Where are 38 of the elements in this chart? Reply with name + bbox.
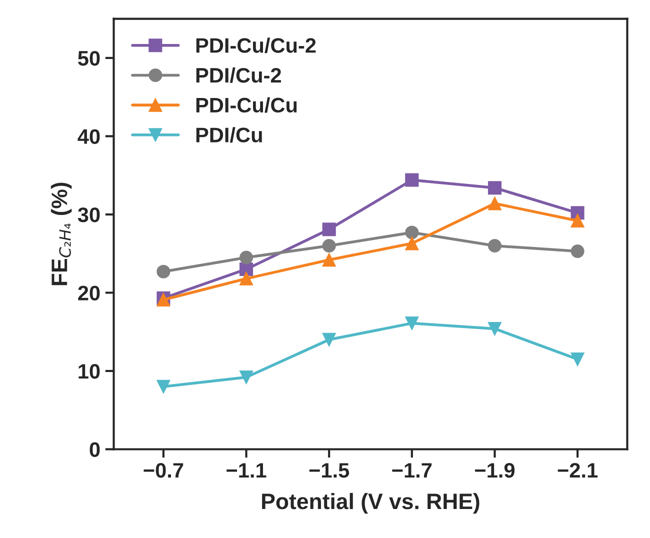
legend-label: PDI-Cu/Cu-2 (196, 38, 316, 54)
point (405, 316, 419, 330)
point (405, 226, 419, 240)
y-tick-label: 10 (78, 364, 100, 379)
x-tick-label: −2.1 (558, 462, 598, 478)
point (156, 380, 170, 394)
y-tick-label: 20 (78, 286, 100, 300)
point (239, 250, 254, 264)
point (405, 236, 419, 250)
point (488, 196, 502, 210)
point (570, 352, 584, 366)
point (488, 181, 502, 195)
point (488, 322, 502, 336)
point (322, 253, 336, 267)
x-tick-label: −1.7 (392, 463, 432, 478)
y-axis-title: FE$_{C₂H₄}$ (%) (50, 182, 72, 286)
point (239, 370, 254, 384)
point (322, 332, 336, 346)
point (488, 239, 502, 253)
x-tick-label: −1.1 (226, 463, 266, 478)
y-tick-label: 30 (78, 207, 100, 222)
legend-label: PDI/Cu (196, 127, 262, 143)
y-tick-label: 50 (78, 50, 100, 66)
point (570, 214, 584, 228)
point (239, 272, 254, 286)
y-tick-label: 0 (90, 442, 100, 457)
x-axis-title: Potential (V vs. RHE) (262, 492, 480, 514)
legend-label: PDI/Cu-2 (196, 67, 281, 83)
point (322, 222, 336, 236)
legend-label: PDI-Cu/Cu (196, 97, 297, 113)
y-tick-label: 40 (78, 129, 100, 144)
x-tick-label: −1.9 (475, 462, 515, 478)
point (405, 173, 419, 187)
point (156, 264, 170, 278)
point (570, 244, 584, 258)
point (322, 239, 336, 253)
x-tick-label: −0.7 (144, 462, 184, 478)
x-tick-label: −1.5 (309, 463, 350, 478)
